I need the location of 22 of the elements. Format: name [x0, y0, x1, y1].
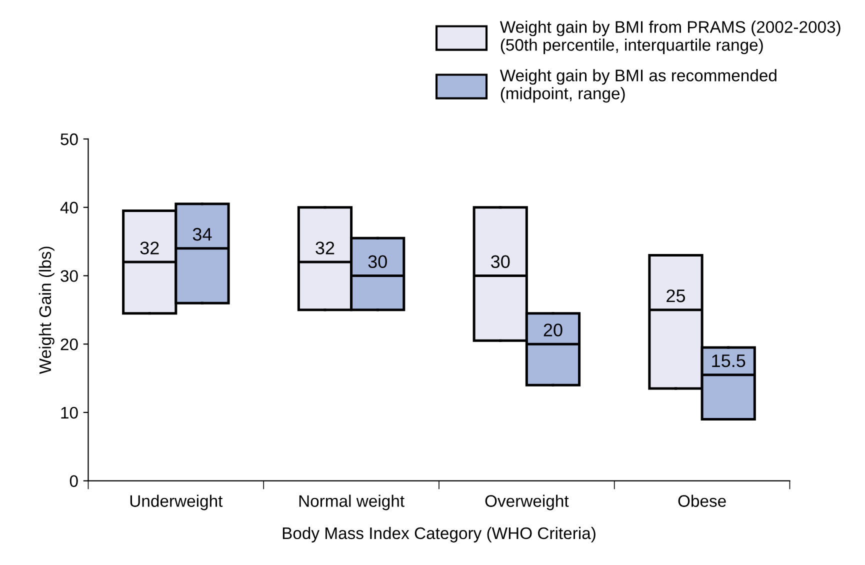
x-axis-title: Body Mass Index Category (WHO Criteria)	[282, 526, 596, 542]
y-tick-label: 10	[61, 406, 78, 419]
x-tick-label: Underweight	[130, 494, 223, 510]
x-tick-label: Overweight	[485, 494, 569, 510]
text: 20	[544, 324, 562, 336]
y-tick-label: 50	[60, 133, 78, 146]
y-tick-label: 40	[60, 202, 78, 214]
y-tick-label: 30	[60, 270, 78, 282]
y-tick-label: 20	[60, 338, 78, 350]
text: 32	[316, 242, 334, 254]
x-tick-label: Normal weight	[299, 494, 404, 510]
text: 25	[666, 289, 686, 302]
text: 30	[368, 255, 387, 268]
y-tick-label: 0	[70, 475, 78, 488]
text: 30	[491, 255, 510, 268]
x-tick-label: Obese	[678, 494, 726, 507]
legend-label: Weight gain by BMI from PRAMS (2002-2003) (50th percentile, interquartile range)	[500, 20, 840, 54]
text: 15.5	[712, 354, 746, 368]
y-axis-title: Weight Gain (lbs)	[38, 246, 54, 374]
text: 34	[192, 228, 212, 241]
legend-label: Weight gain by BMI as recommended (midpoint, range)	[500, 69, 776, 103]
text: 32	[140, 242, 159, 254]
